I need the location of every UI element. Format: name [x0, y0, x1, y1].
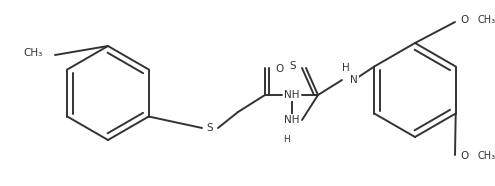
Text: O: O: [460, 151, 468, 161]
Text: N: N: [350, 75, 358, 85]
Text: CH₃: CH₃: [24, 48, 43, 58]
Text: O: O: [275, 64, 283, 74]
Text: CH₃: CH₃: [477, 151, 495, 161]
Text: H: H: [283, 135, 290, 145]
Text: NH: NH: [284, 90, 300, 100]
Text: H: H: [342, 63, 350, 73]
Text: S: S: [290, 61, 296, 71]
Text: CH₃: CH₃: [477, 15, 495, 25]
Text: S: S: [207, 123, 213, 133]
Text: NH: NH: [284, 115, 300, 125]
Text: O: O: [460, 15, 468, 25]
